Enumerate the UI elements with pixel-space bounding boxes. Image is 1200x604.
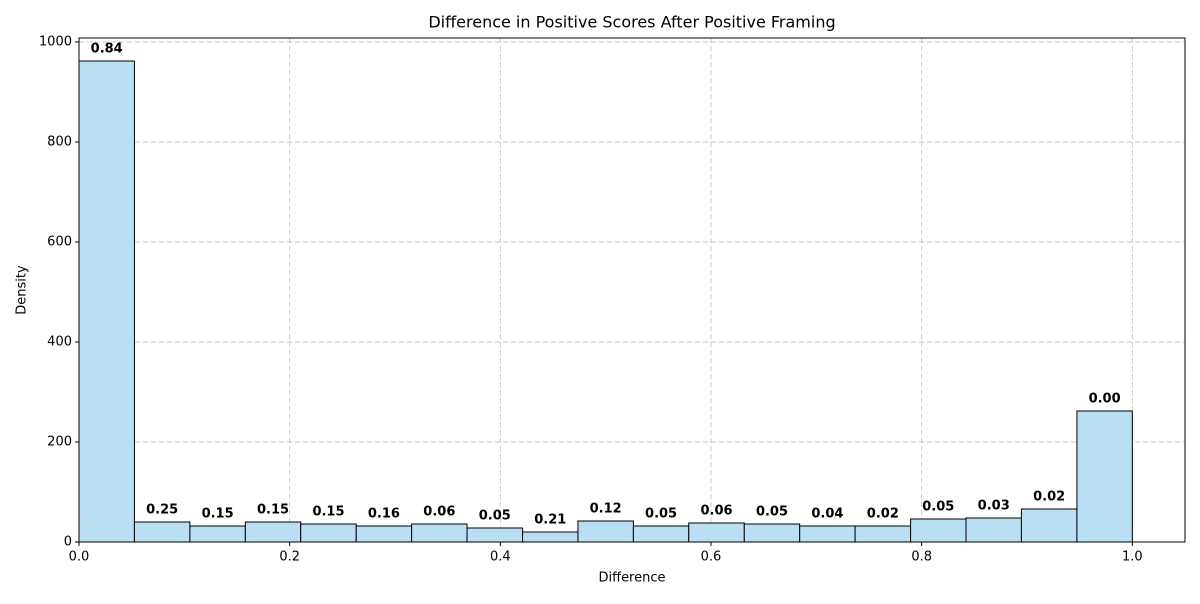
bar <box>189 525 246 543</box>
x-tick-label: 1.0 <box>1122 550 1143 565</box>
y-tick-label: 400 <box>47 335 72 350</box>
bar-annotation: 0.02 <box>1033 490 1065 505</box>
bar <box>300 523 357 543</box>
x-tick-label: 0.8 <box>911 550 932 565</box>
bar-annotation: 0.21 <box>534 513 566 528</box>
y-tick-label: 600 <box>47 235 72 250</box>
bar-annotation: 0.06 <box>700 504 732 519</box>
bar-annotation: 0.03 <box>978 499 1010 514</box>
bar-annotation: 0.05 <box>756 505 788 520</box>
bar <box>743 523 801 543</box>
bar-annotation: 0.84 <box>91 42 123 57</box>
x-tick-label: 0.0 <box>69 550 90 565</box>
bar <box>688 522 745 543</box>
bar-annotation: 0.25 <box>146 503 178 518</box>
bar-annotation: 0.05 <box>645 507 677 522</box>
bar-annotation: 0.05 <box>479 509 511 524</box>
bar-annotation: 0.15 <box>202 507 234 522</box>
bar-annotation: 0.02 <box>867 507 899 522</box>
x-tick-label: 0.6 <box>701 550 722 565</box>
plot-frame <box>78 37 1186 543</box>
x-tick-label: 0.2 <box>279 550 300 565</box>
bar-annotation: 0.00 <box>1089 392 1121 407</box>
bar-annotation: 0.06 <box>423 505 455 520</box>
x-tick-label: 0.4 <box>490 550 511 565</box>
bar-annotation: 0.04 <box>811 507 843 522</box>
bar <box>133 521 191 543</box>
bar <box>466 527 524 543</box>
bar-annotation: 0.16 <box>368 507 400 522</box>
bar <box>910 518 967 543</box>
y-axis-label: Density <box>15 265 30 315</box>
y-tick-label: 800 <box>47 135 72 150</box>
bar-annotation: 0.12 <box>590 502 622 517</box>
bar <box>244 521 302 543</box>
bar <box>1076 410 1133 543</box>
bar <box>78 60 135 543</box>
bar <box>355 525 413 543</box>
bar <box>854 525 912 543</box>
chart-title: Difference in Positive Scores After Posi… <box>428 13 835 32</box>
bar <box>799 525 856 543</box>
y-tick-label: 0 <box>64 535 72 550</box>
bar <box>1020 508 1078 543</box>
bar-annotation: 0.15 <box>312 505 344 520</box>
bar <box>632 525 690 543</box>
y-tick-label: 1000 <box>39 35 72 50</box>
bar <box>577 520 634 543</box>
bar <box>411 523 468 543</box>
x-axis-label: Difference <box>598 571 665 586</box>
bar <box>965 517 1022 543</box>
bar-annotation: 0.15 <box>257 503 289 518</box>
bar-annotation: 0.05 <box>922 500 954 515</box>
bar <box>522 531 579 543</box>
y-tick-label: 200 <box>47 435 72 450</box>
